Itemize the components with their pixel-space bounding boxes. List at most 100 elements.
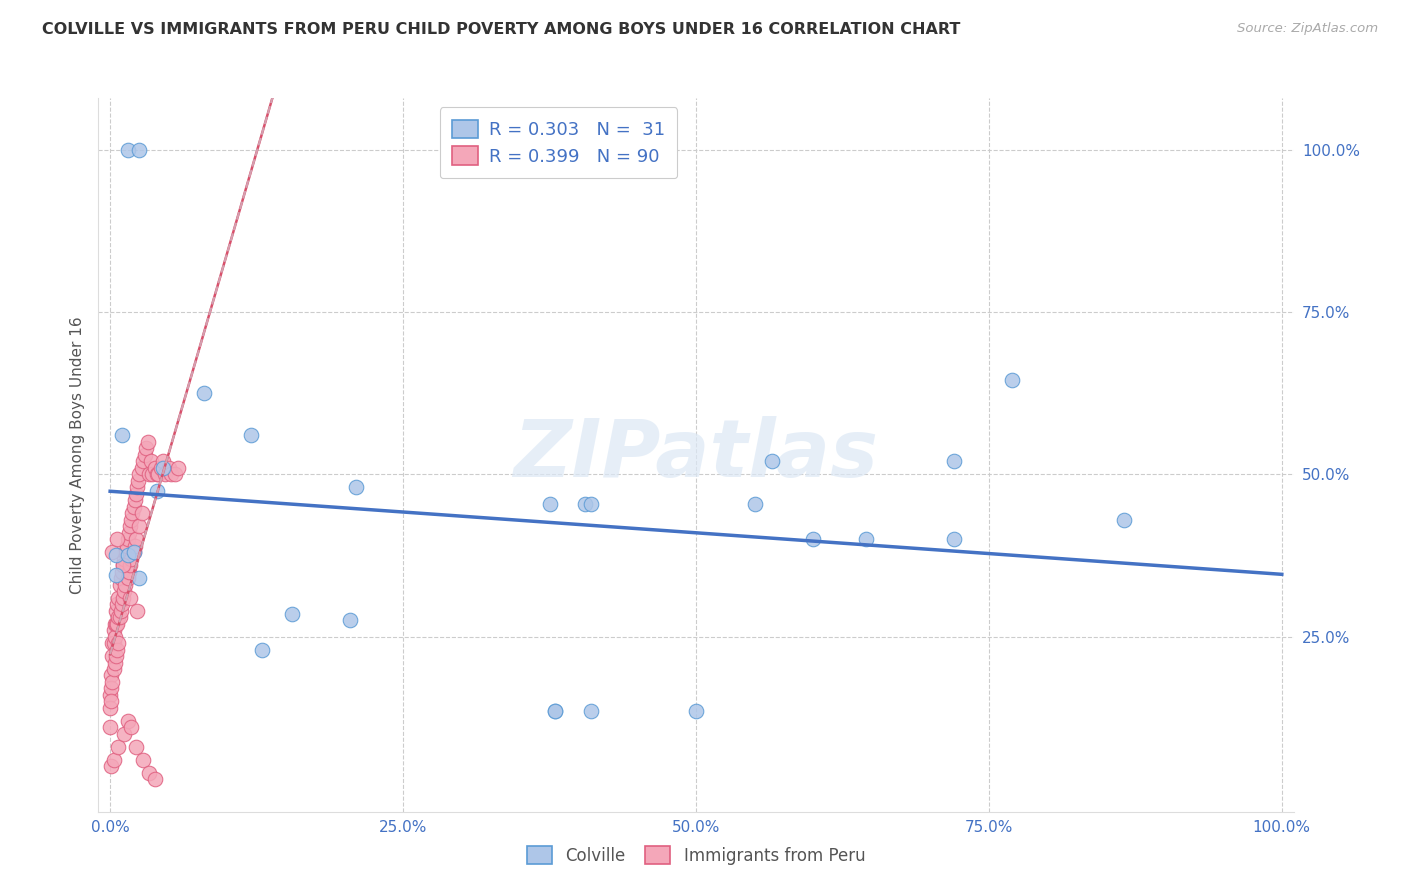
- Point: [942, 533, 965, 547]
- Point: [112, 551, 135, 566]
- Point: [114, 577, 136, 591]
- Point: [128, 467, 150, 482]
- Point: [105, 597, 128, 611]
- Point: [685, 704, 707, 718]
- Point: [107, 610, 129, 624]
- Point: [103, 753, 125, 767]
- Text: ZIPatlas: ZIPatlas: [513, 416, 879, 494]
- Point: [132, 454, 155, 468]
- Point: [579, 704, 602, 718]
- Point: [110, 571, 132, 585]
- Point: [110, 604, 132, 618]
- Point: [105, 549, 128, 563]
- Point: [855, 533, 877, 547]
- Point: [112, 558, 135, 573]
- Point: [100, 668, 122, 682]
- Point: [118, 565, 141, 579]
- Point: [157, 461, 180, 475]
- Point: [125, 487, 148, 501]
- Point: [124, 539, 146, 553]
- Point: [281, 607, 304, 621]
- Point: [143, 461, 166, 475]
- Point: [112, 584, 135, 599]
- Point: [122, 545, 145, 559]
- Point: [103, 662, 125, 676]
- Point: [155, 467, 177, 482]
- Point: [146, 467, 169, 482]
- Point: [105, 616, 128, 631]
- Point: [105, 642, 128, 657]
- Point: [152, 461, 174, 475]
- Point: [107, 636, 129, 650]
- Point: [107, 591, 129, 605]
- Point: [193, 386, 215, 401]
- Point: [105, 648, 128, 663]
- Point: [111, 565, 134, 579]
- Y-axis label: Child Poverty Among Boys Under 16: Child Poverty Among Boys Under 16: [69, 316, 84, 594]
- Point: [148, 467, 170, 482]
- Text: Source: ZipAtlas.com: Source: ZipAtlas.com: [1237, 22, 1378, 36]
- Point: [98, 720, 121, 734]
- Point: [105, 568, 128, 582]
- Point: [104, 656, 127, 670]
- Point: [149, 461, 172, 475]
- Point: [120, 720, 142, 734]
- Point: [239, 428, 262, 442]
- Point: [127, 480, 149, 494]
- Point: [112, 591, 135, 605]
- Point: [105, 533, 128, 547]
- Point: [112, 727, 135, 741]
- Point: [100, 759, 122, 773]
- Point: [579, 497, 602, 511]
- Point: [104, 630, 127, 644]
- Point: [128, 519, 150, 533]
- Point: [104, 616, 127, 631]
- Point: [152, 454, 174, 468]
- Point: [120, 591, 141, 605]
- Point: [344, 480, 367, 494]
- Point: [801, 533, 824, 547]
- Point: [138, 765, 160, 780]
- Point: [167, 461, 190, 475]
- Point: [120, 551, 142, 566]
- Point: [136, 434, 159, 449]
- Point: [1001, 373, 1024, 387]
- Point: [128, 571, 150, 585]
- Point: [120, 519, 141, 533]
- Point: [138, 467, 160, 482]
- Point: [98, 688, 121, 702]
- Point: [111, 428, 134, 442]
- Point: [942, 454, 965, 468]
- Point: [339, 613, 361, 627]
- Point: [103, 623, 125, 637]
- Point: [135, 442, 157, 456]
- Point: [101, 648, 124, 663]
- Point: [122, 545, 145, 559]
- Point: [107, 739, 129, 754]
- Point: [100, 681, 122, 696]
- Point: [160, 467, 183, 482]
- Point: [131, 506, 153, 520]
- Point: [252, 642, 274, 657]
- Point: [574, 497, 596, 511]
- Point: [134, 448, 156, 462]
- Point: [131, 461, 153, 475]
- Point: [127, 604, 149, 618]
- Point: [117, 571, 139, 585]
- Point: [141, 467, 163, 482]
- Point: [744, 497, 766, 511]
- Point: [125, 533, 148, 547]
- Point: [103, 636, 125, 650]
- Point: [111, 597, 134, 611]
- Point: [108, 610, 131, 624]
- Legend: Colville, Immigrants from Peru: Colville, Immigrants from Peru: [520, 839, 872, 871]
- Point: [127, 474, 149, 488]
- Point: [114, 545, 136, 559]
- Point: [163, 467, 186, 482]
- Point: [146, 483, 169, 498]
- Point: [117, 549, 139, 563]
- Point: [118, 525, 141, 540]
- Point: [132, 753, 155, 767]
- Point: [538, 497, 561, 511]
- Point: [128, 143, 150, 157]
